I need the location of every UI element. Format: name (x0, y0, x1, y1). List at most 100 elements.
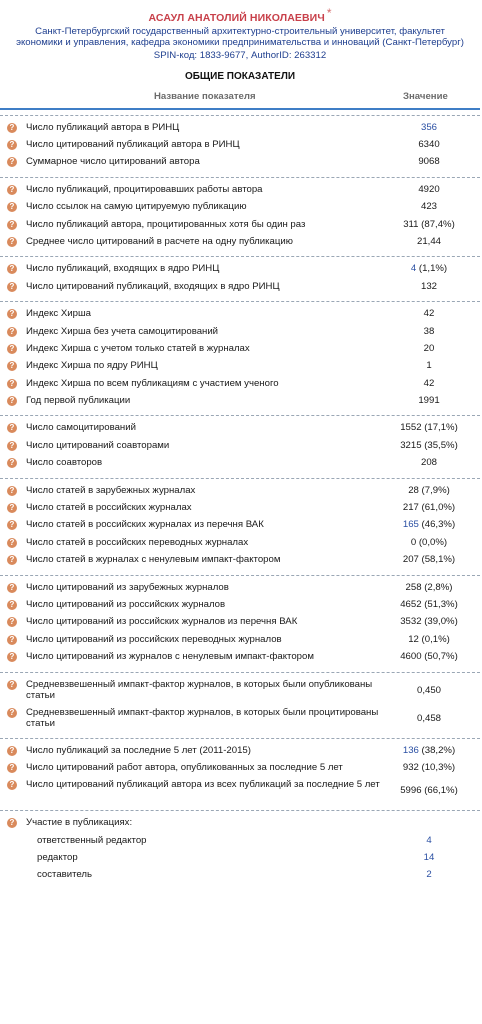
table-row: ? Число статей в российских журналах 217 (… (0, 500, 480, 517)
indicator-name: Средневзвешенный импакт-фактор журналов,… (26, 678, 373, 701)
group-separator (0, 810, 480, 812)
question-icon[interactable]: ? (7, 485, 17, 496)
indicator-value-link[interactable]: 4 (410, 263, 417, 275)
indicator-name: Число самоцитирований (26, 422, 136, 434)
indicator-value-link[interactable]: 165 (402, 519, 419, 531)
question-icon[interactable]: ? (7, 396, 17, 407)
question-icon[interactable]: ? (7, 707, 17, 718)
question-icon[interactable]: ? (7, 236, 17, 247)
indicator-value: 9068 (385, 156, 473, 167)
table-row: ? Число цитирований из журналов с ненулев… (0, 649, 480, 666)
spin-label: SPIN-код: (153, 49, 198, 61)
question-icon[interactable]: ? (7, 458, 17, 469)
participation-count-link[interactable]: 2 (426, 869, 432, 881)
indicator-name: Год первой публикации (26, 395, 131, 407)
indicator-value-text: 42 (423, 308, 435, 320)
indicator-name: Число цитирований из российских журналов… (26, 616, 298, 628)
table-row: ? Индекс Хирша 42 (0, 306, 480, 323)
indicator-name: Число статей в российских журналах (26, 502, 192, 514)
table-row: ? Число цитирований соавторами 3215 (35,5%… (0, 438, 480, 455)
author-star-icon[interactable]: * (326, 6, 332, 20)
question-icon[interactable]: ? (7, 361, 17, 372)
question-icon[interactable]: ? (7, 780, 17, 791)
indicator-value: 1552 (17,1%) (385, 422, 473, 433)
table-row: ? Среднее число цитирований в расчете на … (0, 234, 480, 251)
question-icon[interactable]: ? (7, 440, 17, 451)
indicator-value: 356 (385, 122, 473, 133)
table-row: ? Суммарное число цитирований автора 9068 (0, 154, 480, 171)
indicator-value-text: 12 (0,1%) (408, 633, 450, 645)
table-row: ? Число публикаций за последние 5 лет (20… (0, 743, 480, 760)
question-icon[interactable]: ? (7, 326, 17, 337)
question-icon[interactable]: ? (7, 555, 17, 566)
indicator-value: 28 (7,9%) (385, 485, 473, 496)
indicator-value: 165 (46,3%) (385, 519, 473, 530)
question-icon[interactable]: ? (7, 634, 17, 645)
indicator-value-text: 1991 (418, 395, 440, 407)
participation-role: редактор (37, 852, 78, 864)
question-icon[interactable]: ? (7, 122, 17, 133)
table-row: ? Число публикаций, процитировавших работ… (0, 182, 480, 199)
question-icon[interactable]: ? (7, 537, 17, 548)
indicator-name: Число цитирований из российских переводн… (26, 633, 282, 645)
indicator-value: 258 (2,8%) (385, 582, 473, 593)
participation-label: Участие в публикациях: (26, 817, 133, 829)
table-row: ? Индекс Хирша без учета самоцитирований 3… (0, 324, 480, 341)
indicator-value-text: 3215 (35,5%) (400, 439, 458, 451)
question-icon[interactable]: ? (7, 139, 17, 150)
participation-count-link[interactable]: 4 (426, 834, 432, 846)
question-icon[interactable]: ? (7, 679, 17, 690)
question-icon[interactable]: ? (7, 818, 17, 829)
indicator-value: 423 (385, 201, 473, 212)
table-row: ? Число цитирований из российских перевод… (0, 632, 480, 649)
indicator-value-link[interactable]: 356 (420, 121, 437, 133)
question-icon[interactable]: ? (7, 378, 17, 389)
indicator-value-percent: (46,3%) (418, 519, 456, 531)
indicator-name: Число цитирований работ автора, опублико… (26, 761, 343, 773)
question-icon[interactable]: ? (7, 617, 17, 628)
section-title: ОБЩИЕ ПОКАЗАТЕЛИ (184, 70, 296, 82)
indicator-value-link[interactable]: 136 (402, 744, 419, 756)
indicator-value: 217 (61,0%) (385, 502, 473, 513)
question-icon[interactable]: ? (7, 309, 17, 320)
indicator-name: Индекс Хирша без учета самоцитирований (26, 325, 219, 337)
participation-role: ответственный редактор (37, 834, 147, 846)
question-icon[interactable]: ? (7, 343, 17, 354)
indicator-name: Число цитирований публикаций автора в РИ… (26, 138, 240, 150)
question-icon[interactable]: ? (7, 520, 17, 531)
table-row: ? Число цитирований публикаций автора из … (0, 777, 480, 805)
indicator-value: 0,458 (385, 713, 473, 724)
indicator-value-text: 423 (420, 201, 437, 213)
indicator-name: Средневзвешенный импакт-фактор журналов,… (26, 706, 379, 729)
indicator-name: Число цитирований публикаций автора из в… (26, 779, 380, 791)
author-name: АСАУЛ АНАТОЛИЙ НИКОЛАЕВИЧ (148, 12, 325, 24)
question-icon[interactable]: ? (7, 202, 17, 213)
question-icon[interactable]: ? (7, 184, 17, 195)
indicator-value: 5996 (66,1%) (385, 785, 473, 796)
question-icon[interactable]: ? (7, 423, 17, 434)
table-row: ? Число публикаций автора, процитированны… (0, 217, 480, 234)
question-icon[interactable]: ? (7, 157, 17, 168)
question-icon[interactable]: ? (7, 264, 17, 275)
question-icon[interactable]: ? (7, 219, 17, 230)
question-icon[interactable]: ? (7, 762, 17, 773)
table-row: ? Число соавторов 208 (0, 455, 480, 472)
indicator-value: 932 (10,3%) (385, 762, 473, 773)
indicator-name: Число статей в российских переводных жур… (26, 536, 249, 548)
question-icon[interactable]: ? (7, 599, 17, 610)
indicator-name: Число статей в зарубежных журналах (26, 484, 196, 496)
question-icon[interactable]: ? (7, 503, 17, 514)
indicator-value: 4600 (50,7%) (385, 651, 473, 662)
question-icon[interactable]: ? (7, 582, 17, 593)
participation-count-link[interactable]: 14 (423, 852, 435, 864)
indicator-value-text: 38 (423, 325, 435, 337)
indicator-value-text: 0,458 (416, 712, 441, 724)
table-row: ? Средневзвешенный импакт-фактор журналов… (0, 705, 480, 733)
question-icon[interactable]: ? (7, 745, 17, 756)
indicator-name: Число статей в журналах с ненулевым импа… (26, 554, 281, 566)
question-icon[interactable]: ? (7, 281, 17, 292)
indicator-value: 132 (385, 281, 473, 292)
group-separator (0, 574, 480, 576)
indicator-value: 1 (385, 360, 473, 371)
question-icon[interactable]: ? (7, 652, 17, 663)
